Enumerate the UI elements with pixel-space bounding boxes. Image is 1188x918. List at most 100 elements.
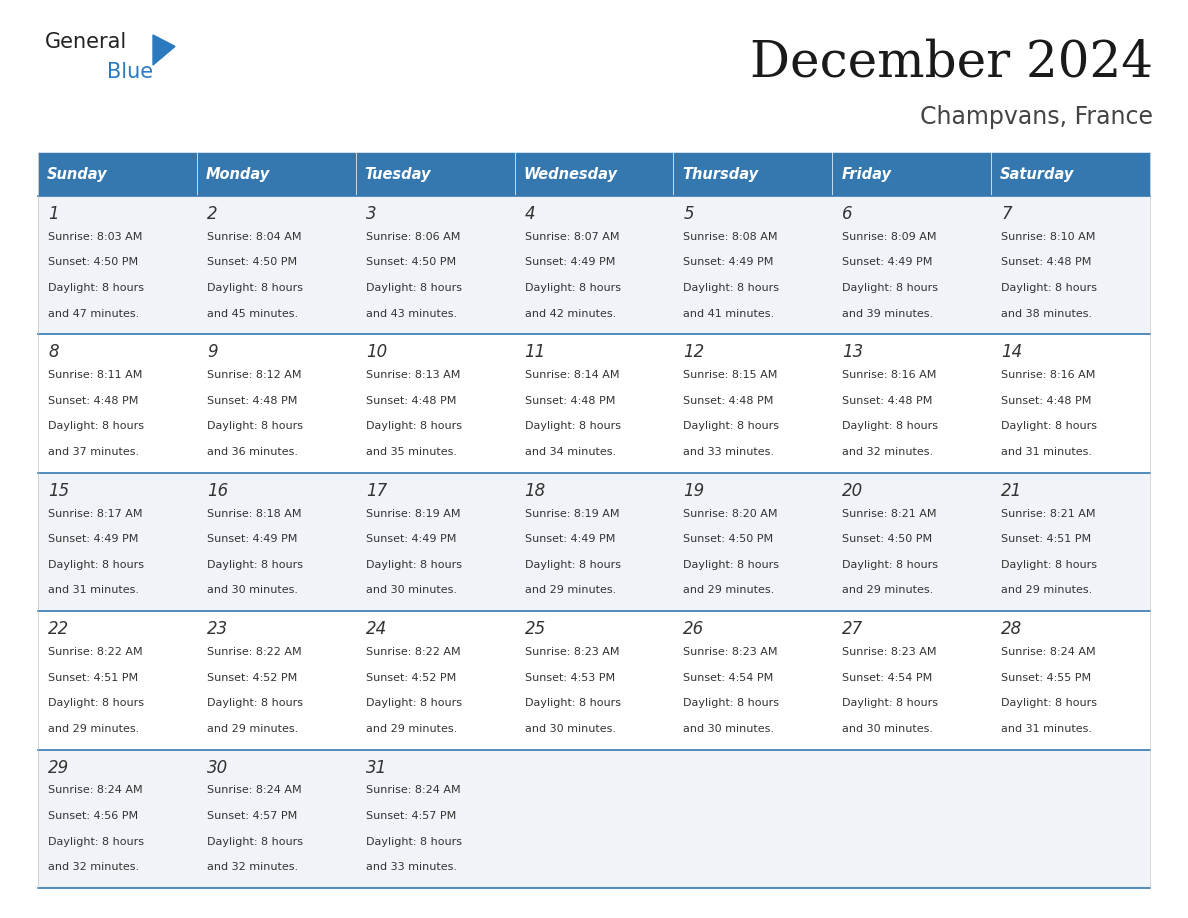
Text: 31: 31 <box>366 758 387 777</box>
Bar <box>355 152 514 196</box>
Text: 22: 22 <box>48 621 69 638</box>
Text: Daylight: 8 hours: Daylight: 8 hours <box>207 560 303 570</box>
Text: Sunrise: 8:12 AM: Sunrise: 8:12 AM <box>207 370 302 380</box>
Text: Sunrise: 8:21 AM: Sunrise: 8:21 AM <box>1001 509 1095 519</box>
Text: Sunset: 4:50 PM: Sunset: 4:50 PM <box>683 534 773 544</box>
Bar <box>197 473 355 611</box>
Text: Daylight: 8 hours: Daylight: 8 hours <box>207 421 303 431</box>
Text: General: General <box>45 32 127 52</box>
Text: Sunset: 4:54 PM: Sunset: 4:54 PM <box>683 673 773 683</box>
Text: 30: 30 <box>207 758 228 777</box>
Text: Daylight: 8 hours: Daylight: 8 hours <box>683 560 779 570</box>
Text: Sunset: 4:57 PM: Sunset: 4:57 PM <box>207 812 297 821</box>
Text: and 29 minutes.: and 29 minutes. <box>525 586 615 596</box>
Text: and 29 minutes.: and 29 minutes. <box>48 724 139 733</box>
Text: Sunset: 4:49 PM: Sunset: 4:49 PM <box>366 534 456 544</box>
Bar <box>991 196 1150 334</box>
Text: Sunset: 4:57 PM: Sunset: 4:57 PM <box>366 812 456 821</box>
Text: and 29 minutes.: and 29 minutes. <box>683 586 775 596</box>
Text: and 35 minutes.: and 35 minutes. <box>366 447 456 457</box>
Bar <box>197 611 355 750</box>
Text: Daylight: 8 hours: Daylight: 8 hours <box>1001 560 1098 570</box>
Text: and 38 minutes.: and 38 minutes. <box>1001 308 1092 319</box>
Bar <box>833 334 991 473</box>
Bar <box>991 152 1150 196</box>
Text: Champvans, France: Champvans, France <box>920 105 1154 129</box>
Text: Sunset: 4:48 PM: Sunset: 4:48 PM <box>48 396 138 406</box>
Text: and 41 minutes.: and 41 minutes. <box>683 308 775 319</box>
Text: Daylight: 8 hours: Daylight: 8 hours <box>1001 699 1098 709</box>
Text: Sunset: 4:49 PM: Sunset: 4:49 PM <box>207 534 297 544</box>
Text: Daylight: 8 hours: Daylight: 8 hours <box>366 699 462 709</box>
Text: Sunset: 4:49 PM: Sunset: 4:49 PM <box>683 257 773 267</box>
Text: Daylight: 8 hours: Daylight: 8 hours <box>48 699 144 709</box>
Text: and 29 minutes.: and 29 minutes. <box>366 724 457 733</box>
Text: Daylight: 8 hours: Daylight: 8 hours <box>48 560 144 570</box>
Text: Sunrise: 8:24 AM: Sunrise: 8:24 AM <box>207 786 302 796</box>
Text: and 31 minutes.: and 31 minutes. <box>48 586 139 596</box>
Text: 10: 10 <box>366 343 387 362</box>
Text: Daylight: 8 hours: Daylight: 8 hours <box>683 283 779 293</box>
Text: 29: 29 <box>48 758 69 777</box>
Text: and 47 minutes.: and 47 minutes. <box>48 308 139 319</box>
Text: Sunrise: 8:15 AM: Sunrise: 8:15 AM <box>683 370 778 380</box>
Bar <box>674 196 833 334</box>
Text: Daylight: 8 hours: Daylight: 8 hours <box>842 283 939 293</box>
Bar <box>38 152 197 196</box>
Text: 7: 7 <box>1001 205 1012 223</box>
Text: Sunset: 4:49 PM: Sunset: 4:49 PM <box>525 534 615 544</box>
Text: Blue: Blue <box>107 62 153 82</box>
Text: 13: 13 <box>842 343 864 362</box>
Bar <box>674 473 833 611</box>
Bar <box>674 152 833 196</box>
Text: Sunset: 4:50 PM: Sunset: 4:50 PM <box>48 257 138 267</box>
Text: Sunrise: 8:06 AM: Sunrise: 8:06 AM <box>366 232 460 241</box>
Text: Sunrise: 8:22 AM: Sunrise: 8:22 AM <box>366 647 460 657</box>
Text: 9: 9 <box>207 343 217 362</box>
Text: Daylight: 8 hours: Daylight: 8 hours <box>366 836 462 846</box>
Text: Monday: Monday <box>206 166 270 182</box>
Text: and 30 minutes.: and 30 minutes. <box>842 724 934 733</box>
Text: Daylight: 8 hours: Daylight: 8 hours <box>207 283 303 293</box>
Text: Sunrise: 8:09 AM: Sunrise: 8:09 AM <box>842 232 937 241</box>
Text: Thursday: Thursday <box>682 166 759 182</box>
Bar <box>38 473 197 611</box>
Text: and 43 minutes.: and 43 minutes. <box>366 308 457 319</box>
Text: and 31 minutes.: and 31 minutes. <box>1001 447 1092 457</box>
Bar <box>833 611 991 750</box>
Text: Daylight: 8 hours: Daylight: 8 hours <box>48 421 144 431</box>
Text: Daylight: 8 hours: Daylight: 8 hours <box>366 560 462 570</box>
Text: Daylight: 8 hours: Daylight: 8 hours <box>48 836 144 846</box>
Text: and 39 minutes.: and 39 minutes. <box>842 308 934 319</box>
Text: Sunrise: 8:24 AM: Sunrise: 8:24 AM <box>48 786 143 796</box>
Text: Sunset: 4:48 PM: Sunset: 4:48 PM <box>1001 257 1092 267</box>
Text: and 31 minutes.: and 31 minutes. <box>1001 724 1092 733</box>
Text: Sunrise: 8:18 AM: Sunrise: 8:18 AM <box>207 509 302 519</box>
Bar <box>674 334 833 473</box>
Text: Sunrise: 8:22 AM: Sunrise: 8:22 AM <box>48 647 143 657</box>
Text: 12: 12 <box>683 343 704 362</box>
Text: Daylight: 8 hours: Daylight: 8 hours <box>842 560 939 570</box>
Bar <box>991 611 1150 750</box>
Text: 28: 28 <box>1001 621 1023 638</box>
Text: Sunrise: 8:19 AM: Sunrise: 8:19 AM <box>525 509 619 519</box>
Text: Friday: Friday <box>841 166 891 182</box>
Text: Daylight: 8 hours: Daylight: 8 hours <box>525 283 620 293</box>
Text: Sunrise: 8:23 AM: Sunrise: 8:23 AM <box>525 647 619 657</box>
Text: Sunrise: 8:14 AM: Sunrise: 8:14 AM <box>525 370 619 380</box>
Bar <box>833 152 991 196</box>
Text: Sunset: 4:48 PM: Sunset: 4:48 PM <box>842 396 933 406</box>
Text: Daylight: 8 hours: Daylight: 8 hours <box>1001 421 1098 431</box>
Text: Sunset: 4:50 PM: Sunset: 4:50 PM <box>842 534 933 544</box>
Bar <box>38 196 197 334</box>
Text: Sunrise: 8:16 AM: Sunrise: 8:16 AM <box>842 370 936 380</box>
Text: Sunrise: 8:20 AM: Sunrise: 8:20 AM <box>683 509 778 519</box>
Text: Sunrise: 8:23 AM: Sunrise: 8:23 AM <box>842 647 937 657</box>
Bar <box>197 750 355 888</box>
Text: Sunrise: 8:24 AM: Sunrise: 8:24 AM <box>1001 647 1095 657</box>
Bar <box>514 334 674 473</box>
Text: Sunday: Sunday <box>48 166 108 182</box>
Text: 1: 1 <box>48 205 58 223</box>
Text: Daylight: 8 hours: Daylight: 8 hours <box>1001 283 1098 293</box>
Text: and 36 minutes.: and 36 minutes. <box>207 447 298 457</box>
